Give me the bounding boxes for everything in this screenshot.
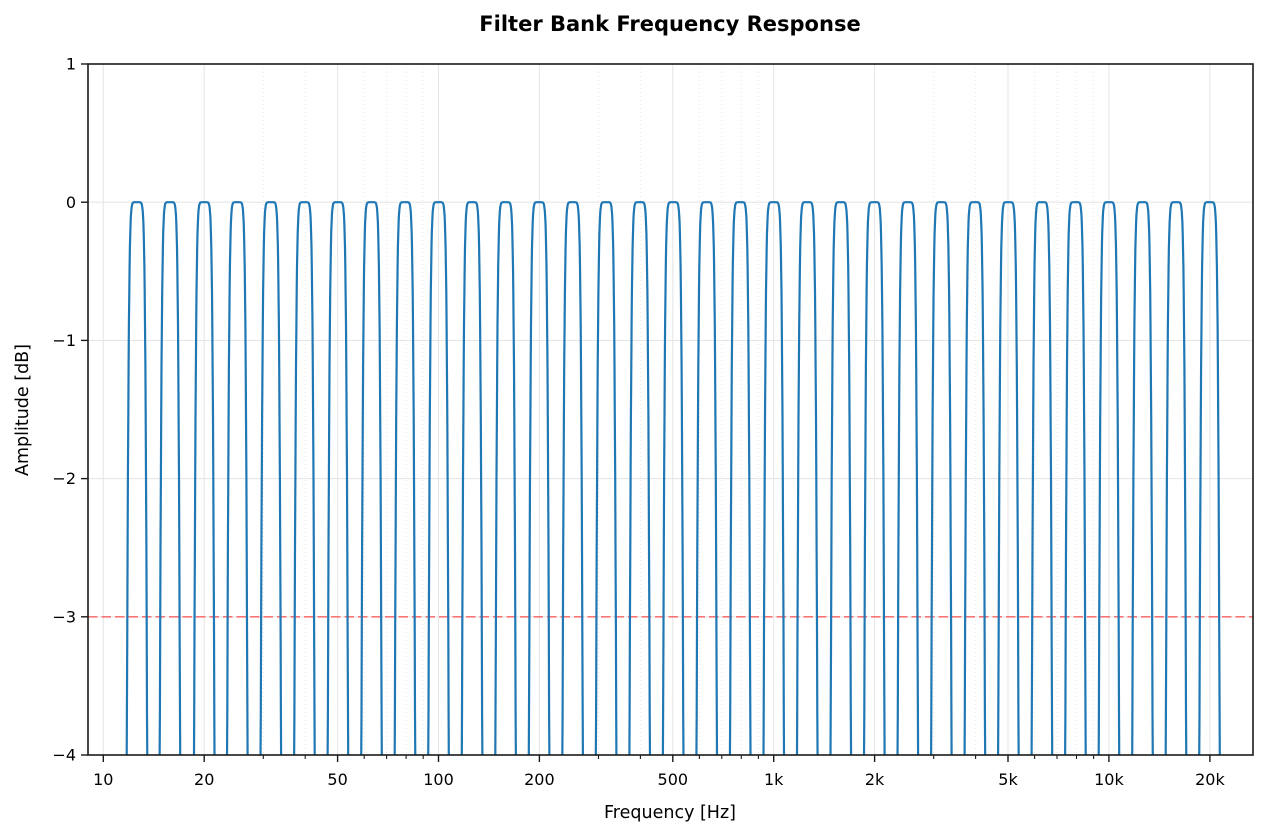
filter-curve [695,201,719,755]
filter-curve [259,201,283,755]
x-tick-label: 10 [93,770,113,789]
x-tick-label: 50 [327,770,347,789]
axes-spines [87,63,1254,756]
filter-curve [158,201,182,755]
filter-curve [561,201,585,755]
x-tick-label: 20k [1195,770,1225,789]
filter-curve [795,201,819,755]
filter-curve [1064,201,1087,755]
x-tick-label: 20 [194,770,214,789]
y-tick-label: −4 [52,746,76,765]
x-tick-label: 500 [658,770,689,789]
filter-curve [494,201,517,755]
x-tick-label: 2k [865,770,885,789]
y-tick-label: 1 [66,55,76,74]
filter-curve [192,201,216,755]
filter-curve [225,201,249,755]
y-tick-label: 0 [66,193,76,212]
filter-curve [1131,201,1154,755]
filter-curve [661,201,685,755]
filter-curve [762,201,786,755]
filter-curve [862,201,886,755]
filter-curve [360,201,383,755]
filter-curve [728,201,752,755]
filter-curve [929,201,953,755]
filter-curve [896,201,920,755]
filter-curve [1030,201,1054,755]
filter-curve [996,201,1020,755]
x-tick-label: 1k [764,770,784,789]
filter-curves-layer [125,201,1221,755]
filter-curve [527,201,551,755]
x-tick-label: 100 [423,770,454,789]
x-tick-label: 5k [998,770,1018,789]
filter-curve [393,201,417,755]
y-tick-label: −1 [52,331,76,350]
chart-title: Filter Bank Frequency Response [479,12,860,36]
x-tick-label: 200 [524,770,555,789]
y-tick-label: −3 [52,607,76,626]
filter-curve [1097,201,1121,755]
filter-curve [326,201,350,755]
x-tick-label: 10k [1094,770,1124,789]
filter-curve [628,201,652,755]
filter-curve [1164,201,1188,755]
filter-curve [460,201,484,755]
filter-curve [1198,201,1221,755]
filter-curve [829,201,853,755]
filter-curve [963,201,987,755]
y-tick-label: −2 [52,469,76,488]
filter-curve [427,201,450,755]
y-axis-label: Amplitude [dB] [13,344,33,476]
filter-curve [125,201,149,755]
filter-curve [293,201,316,755]
x-axis-label: Frequency [Hz] [604,803,736,823]
filter-curve [594,201,618,755]
